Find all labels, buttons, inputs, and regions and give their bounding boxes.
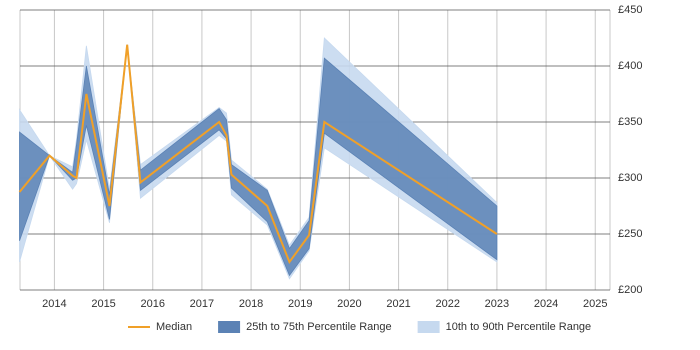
x-tick-label: 2020 (337, 298, 361, 310)
x-tick-label: 2017 (190, 298, 214, 310)
legend-label: 10th to 90th Percentile Range (446, 321, 592, 333)
x-tick-label: 2025 (583, 298, 607, 310)
x-tick-label: 2024 (534, 298, 558, 310)
legend-item: Median (128, 321, 192, 333)
x-tick-label: 2019 (288, 298, 312, 310)
y-tick-label: £400 (618, 60, 642, 72)
x-tick-label: 2015 (91, 298, 115, 310)
y-tick-label: £200 (618, 284, 642, 296)
legend-item: 25th to 75th Percentile Range (218, 321, 392, 333)
x-tick-label: 2014 (42, 298, 66, 310)
x-tick-label: 2023 (485, 298, 509, 310)
legend-label: Median (156, 321, 192, 333)
y-tick-label: £450 (618, 4, 642, 16)
y-tick-label: £350 (618, 116, 642, 128)
x-tick-label: 2022 (436, 298, 460, 310)
y-tick-label: £250 (618, 228, 642, 240)
x-tick-label: 2021 (386, 298, 410, 310)
legend-item: 10th to 90th Percentile Range (417, 321, 592, 333)
x-tick-label: 2016 (141, 298, 165, 310)
y-tick-label: £300 (618, 172, 642, 184)
x-tick-label: 2018 (239, 298, 263, 310)
median-line (18, 44, 498, 265)
legend-swatch (218, 321, 241, 333)
legend-label: 25th to 75th Percentile Range (246, 321, 392, 333)
legend-swatch (417, 321, 440, 333)
